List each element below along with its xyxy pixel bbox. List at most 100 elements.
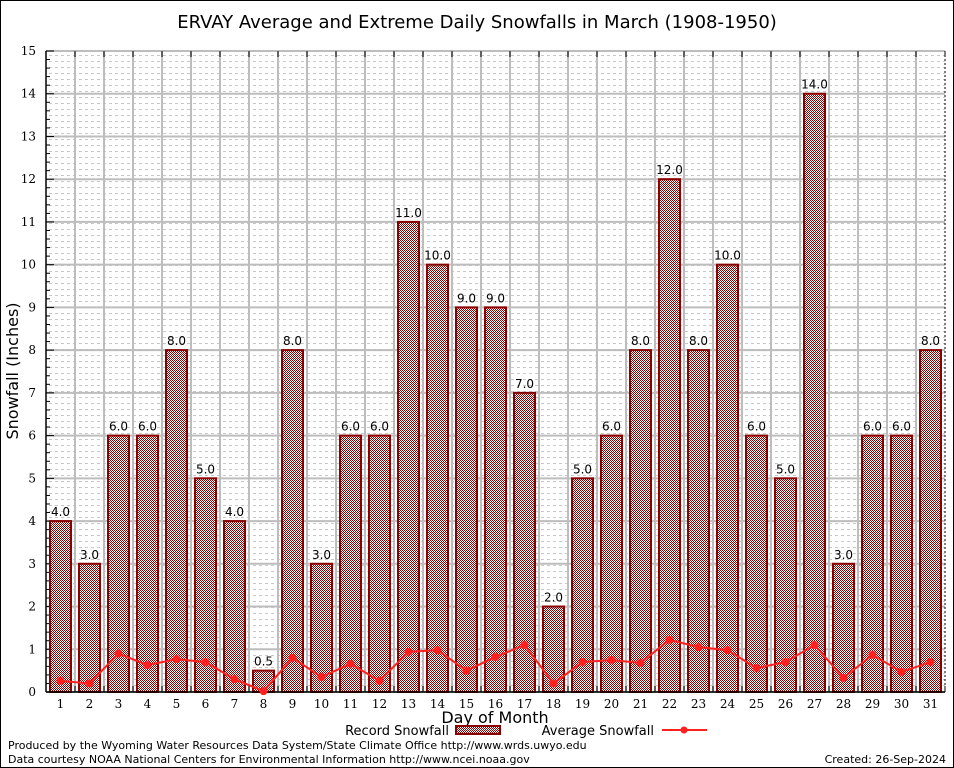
legend-marker-average [680,726,688,734]
average-point-day-26 [781,658,790,667]
bar-record-day-9 [281,349,304,693]
data-label-day-4: 6.0 [138,420,157,434]
x-tick-label: 12 [372,697,387,711]
average-point-day-28 [839,673,848,682]
x-tick-label: 8 [260,697,268,711]
data-label-day-15: 9.0 [457,291,476,305]
x-tick-label: 16 [488,697,503,711]
average-point-day-25 [752,664,761,673]
bar-record-day-22 [658,178,681,693]
average-point-day-13 [404,647,413,656]
average-point-day-1 [56,676,65,685]
bar-record-day-27 [803,92,826,693]
bar-record-day-14 [426,263,449,693]
legend: Record Snowfall Average Snowfall [345,724,707,739]
data-label-day-29: 6.0 [863,420,882,434]
bar-record-day-5 [165,349,188,693]
y-tick-label: 2 [28,600,36,614]
data-label-day-26: 5.0 [776,462,795,476]
average-point-day-17 [520,640,529,649]
x-tick-label: 29 [865,697,880,711]
bar-record-day-23 [687,349,710,693]
average-point-day-22 [665,635,674,644]
footer-producer: Produced by the Wyoming Water Resources … [8,739,587,752]
y-axis-label: Snowfall (Inches) [3,302,22,439]
y-tick-label: 0 [28,685,36,699]
legend-label-record: Record Snowfall [345,724,449,739]
legend-label-average: Average Snowfall [542,724,654,739]
data-label-day-7: 4.0 [225,505,244,519]
x-tick-label: 25 [749,697,764,711]
average-point-day-4 [143,661,152,670]
data-label-day-21: 8.0 [631,334,650,348]
y-tick-label: 1 [28,642,36,656]
y-tick-label: 11 [21,215,36,229]
bar-record-day-16 [484,306,507,693]
x-tick-label: 26 [778,697,793,711]
data-label-day-12: 6.0 [370,420,389,434]
x-tick-label: 13 [401,697,416,711]
footer-created-date: Created: 26-Sep-2024 [825,753,946,766]
y-tick-label: 10 [21,258,36,272]
data-label-day-14: 10.0 [424,249,451,263]
x-tick-label: 10 [314,697,329,711]
average-point-day-14 [433,646,442,655]
average-point-day-5 [172,655,181,664]
x-tick-label: 31 [923,697,938,711]
data-label-day-10: 3.0 [312,548,331,562]
data-label-day-1: 4.0 [51,505,70,519]
x-tick-label: 27 [807,697,822,711]
average-point-day-30 [897,667,906,676]
x-tick-label: 28 [836,697,851,711]
average-point-day-27 [810,640,819,649]
data-label-day-31: 8.0 [921,334,940,348]
average-point-day-9 [288,653,297,662]
data-label-day-17: 7.0 [515,377,534,391]
x-tick-label: 22 [662,697,677,711]
bar-record-day-25 [745,434,768,693]
x-tick-label: 18 [546,697,561,711]
bar-record-day-2 [78,562,101,693]
data-label-day-5: 8.0 [167,334,186,348]
data-label-day-30: 6.0 [892,420,911,434]
data-label-day-3: 6.0 [109,420,128,434]
x-tick-label: 9 [289,697,297,711]
data-label-day-2: 3.0 [80,548,99,562]
data-label-day-23: 8.0 [689,334,708,348]
data-label-day-24: 10.0 [714,249,741,263]
data-label-day-8: 0.5 [254,655,273,669]
y-tick-label: 3 [28,557,36,571]
average-point-day-7 [230,675,239,684]
x-tick-label: 3 [115,697,123,711]
chart-title: ERVAY Average and Extreme Daily Snowfall… [177,12,777,33]
y-tick-label: 7 [28,386,36,400]
bar-record-day-31 [919,349,942,693]
bar-record-day-7 [223,520,246,693]
bar-record-day-20 [600,434,623,693]
data-label-day-16: 9.0 [486,291,505,305]
x-tick-label: 11 [343,697,358,711]
x-tick-label: 30 [894,697,909,711]
y-tick-label: 6 [28,429,36,443]
data-label-day-11: 6.0 [341,420,360,434]
bar-record-day-13 [397,220,420,694]
average-point-day-21 [636,658,645,667]
average-point-day-8 [259,687,268,696]
x-tick-label: 20 [604,697,619,711]
y-tick-label: 15 [21,44,36,58]
x-tick-label: 7 [231,697,239,711]
average-point-day-15 [462,666,471,675]
x-tick-label: 17 [517,697,532,711]
x-tick-label: 23 [691,697,706,711]
bar-record-day-12 [368,434,391,693]
average-point-day-3 [114,649,123,658]
average-point-day-18 [549,679,558,688]
average-point-day-29 [868,650,877,659]
data-label-day-13: 11.0 [395,206,422,220]
y-tick-label: 5 [28,471,36,485]
y-tick-label: 12 [21,172,36,186]
x-tick-label: 6 [202,697,210,711]
average-point-day-20 [607,655,616,664]
